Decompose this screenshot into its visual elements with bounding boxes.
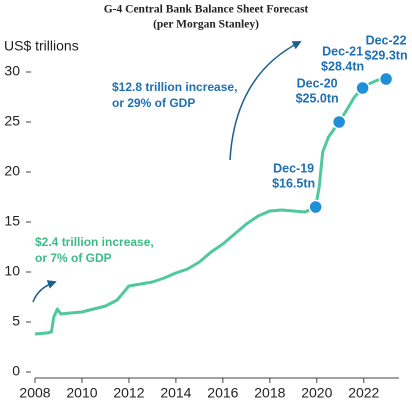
x-tick-label: 2010 (66, 385, 97, 401)
x-tick-label: 2022 (348, 385, 379, 401)
highlight-point (378, 71, 394, 87)
annotation: or 7% of GDP (35, 251, 112, 265)
annotation: $12.8 trillion increase, (112, 80, 237, 94)
arrow (229, 41, 302, 161)
point-label: Dec-20 (297, 76, 338, 90)
annotation: or 29% of GDP (112, 96, 195, 110)
arrow (32, 280, 57, 303)
point-label: Dec-19 (273, 161, 314, 175)
y-tick-label: 5 (12, 313, 20, 329)
highlight-point (331, 114, 347, 130)
point-label: Dec-22 (366, 33, 407, 47)
x-tick-label: 2016 (207, 385, 238, 401)
point-value-label: $28.4tn (321, 59, 364, 73)
y-tick-label: 20 (4, 163, 20, 179)
highlight-point (355, 80, 370, 96)
annotation: $2.4 trillion increase, (35, 235, 154, 249)
y-tick-label: 30 (4, 63, 20, 79)
x-tick-label: 2020 (301, 385, 332, 401)
y-tick-label: 0 (12, 363, 20, 379)
x-tick-label: 2014 (160, 385, 191, 401)
line (34, 77, 387, 336)
point-value-label: $25.0tn (296, 91, 339, 105)
chart-title: G-4 Central Bank Balance Sheet Forecast (104, 4, 309, 16)
chart-subtitle: (per Morgan Stanley) (153, 19, 259, 31)
y-axis-label: US$ trillions (4, 38, 79, 54)
point-label: Dec-21 (322, 44, 363, 58)
y-tick-label: 10 (4, 263, 20, 279)
x-tick-label: 2012 (113, 385, 144, 401)
x-tick-label: 2018 (254, 385, 285, 401)
highlight-point (308, 199, 323, 215)
x-tick-label: 2008 (19, 385, 50, 401)
y-tick-label: 25 (4, 113, 20, 129)
y-tick-label: 15 (4, 213, 20, 229)
point-value-label: $16.5tn (272, 176, 315, 190)
point-value-label: $29.3tn (365, 48, 408, 62)
